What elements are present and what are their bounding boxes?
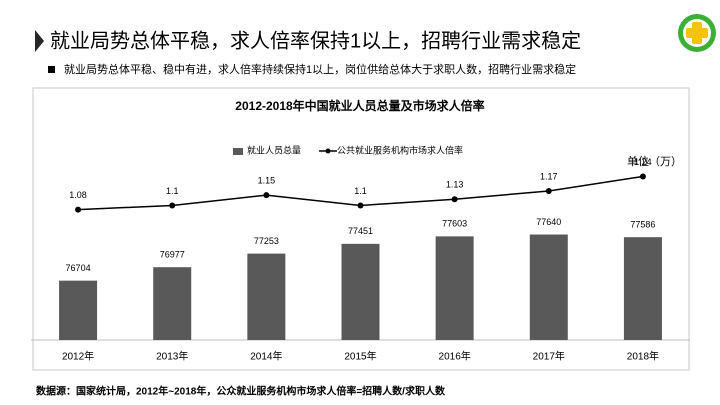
bullet-text: 就业局势总体平稳、稳中有进，求人倍率持续保持1以上，岗位供给总体大于求职人数，招…	[64, 62, 576, 76]
line-marker	[169, 202, 176, 209]
line-value-label: 1.08	[69, 190, 87, 200]
line-marker	[263, 192, 270, 199]
line-value-label: 1.13	[446, 180, 464, 190]
x-tick-label: 2014年	[250, 350, 282, 363]
bar	[435, 236, 474, 340]
line-value-label: 1.1	[166, 186, 179, 196]
line-value-label: 1.24	[634, 157, 652, 167]
bar	[623, 237, 662, 340]
source-note: 数据源：国家统计局，2012年~2018年，公众就业服务机构市场求人倍率=招聘人…	[36, 385, 446, 398]
line-marker	[357, 202, 364, 209]
x-tick-label: 2017年	[533, 350, 565, 363]
bar	[529, 234, 568, 340]
chart-frame	[32, 87, 690, 371]
line-value-label: 1.15	[258, 175, 276, 185]
line-marker	[639, 173, 646, 180]
x-tick-label: 2016年	[439, 350, 471, 363]
x-tick-label: 2018年	[627, 350, 659, 363]
legend-label: 公共就业服务机构市场求人倍率	[337, 144, 463, 155]
bar-value-label: 77640	[536, 217, 561, 227]
bar	[153, 267, 192, 340]
bar	[59, 280, 98, 340]
line-marker	[451, 196, 458, 203]
bar-value-label: 76704	[66, 263, 91, 273]
bar-value-label: 77253	[254, 236, 279, 246]
line-value-label: 1.1	[354, 186, 367, 196]
title-arrow	[35, 30, 44, 52]
bar	[341, 243, 380, 340]
x-tick-label: 2015年	[344, 350, 376, 363]
x-tick-label: 2012年	[62, 350, 94, 363]
line-value-label: 1.17	[540, 171, 558, 181]
line-marker	[75, 206, 82, 213]
bar-value-label: 77586	[630, 220, 655, 230]
legend-swatch	[325, 148, 331, 154]
bar-value-label: 77451	[348, 226, 373, 236]
bar-value-label: 77603	[442, 219, 467, 229]
logo	[678, 14, 716, 52]
legend-label: 就业人员总量	[247, 144, 301, 155]
slide-title: 就业局势总体平稳，求人倍率保持1以上，招聘行业需求稳定	[50, 29, 581, 52]
unit-label: 单位（万）	[627, 154, 682, 168]
chart-title: 2012-2018年中国就业人员总量及市场求人倍率	[235, 98, 484, 113]
bullet-marker	[48, 66, 55, 73]
legend-swatch	[233, 148, 243, 155]
bar-value-label: 76977	[160, 250, 185, 260]
bar	[247, 253, 286, 340]
x-tick-label: 2013年	[156, 350, 188, 363]
line-marker	[545, 187, 552, 194]
